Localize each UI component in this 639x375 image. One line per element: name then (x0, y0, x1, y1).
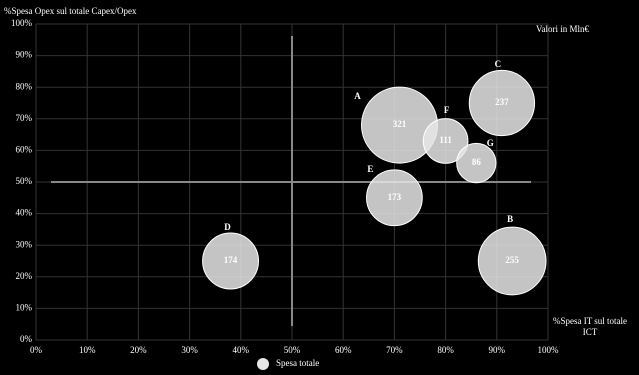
legend-label: Spesa totale (276, 358, 319, 368)
x-tick-label: 10% (79, 345, 96, 355)
y-tick-label: 40% (16, 208, 33, 218)
x-tick-label: 50% (284, 345, 301, 355)
bubble (422, 118, 469, 164)
bubble-value-label: 173 (388, 192, 402, 202)
x-tick-label: 20% (130, 345, 147, 355)
y-tick-label: 60% (16, 144, 33, 154)
bubble-value-label: 174 (224, 255, 238, 265)
point-label: B (507, 214, 513, 224)
y-tick-label: 70% (16, 113, 33, 123)
legend-marker (257, 358, 269, 370)
bubble-value-label: 237 (495, 97, 509, 107)
x-tick-label: 0% (30, 345, 43, 355)
x-tick-label: 100% (538, 345, 560, 355)
note: Valori in Mln€ (536, 24, 589, 34)
y-tick-label: 100% (11, 18, 33, 28)
y-tick-label: 0% (20, 334, 33, 344)
x-tick-label: 60% (335, 345, 352, 355)
bubble (202, 232, 260, 290)
y-axis-title: %Spesa Opex sul totale Capex/Opex (4, 6, 137, 16)
bubble-value-label: 255 (505, 255, 519, 265)
y-tick-label: 10% (16, 302, 33, 312)
y-tick-label: 50% (16, 176, 33, 186)
point-label: G (487, 138, 494, 148)
bubble (477, 226, 547, 296)
point-label: F (444, 105, 450, 115)
x-tick-label: 70% (386, 345, 403, 355)
x-axis-title: %Spesa IT sul totale ICT (552, 316, 628, 337)
y-tick-label: 20% (16, 271, 33, 281)
x-tick-label: 40% (233, 345, 250, 355)
x-tick-label: 30% (181, 345, 198, 355)
y-tick-label: 30% (16, 239, 33, 249)
bubble-value-label: 111 (439, 135, 452, 145)
point-label: D (224, 222, 231, 232)
bubble (468, 69, 536, 137)
point-label: A (354, 91, 361, 101)
bubble (456, 142, 497, 184)
y-tick-label: 80% (16, 81, 33, 91)
point-label: C (495, 59, 502, 69)
x-tick-label: 80% (437, 345, 454, 355)
point-label: E (367, 164, 373, 174)
x-tick-label: 90% (489, 345, 506, 355)
bubble-value-label: 86 (472, 157, 482, 167)
bubble-value-label: 321 (393, 119, 407, 129)
bubble (366, 169, 423, 227)
y-tick-label: 90% (16, 50, 33, 60)
